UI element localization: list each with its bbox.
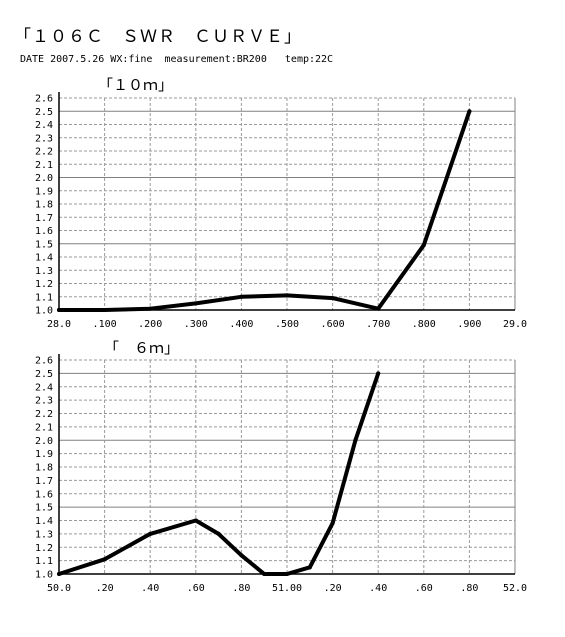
chart-title: 「 ６ｍ」 [104,339,179,357]
data-point [102,308,107,312]
x-tick-label: .300 [184,319,208,330]
y-tick-label: 2.6 [35,94,53,105]
x-tick-label: .60 [187,583,205,594]
y-tick-label: 1.4 [35,253,53,264]
data-point [307,565,312,570]
data-point [330,521,335,526]
y-tick-label: 1.5 [35,239,53,250]
x-tick-label: .400 [229,319,253,330]
measurement-info: DATE 2007.5.26 WX:fine measurement:BR200… [20,54,334,65]
y-tick-label: 2.1 [35,422,53,433]
y-tick-label: 2.2 [35,409,53,420]
chart-6m: 「 ６ｍ」 1.0 1.1 1.2 1.3 1.4 1.5 1.6 1.7 1.8 1.9 2.0 2.… [35,339,527,594]
y-tick-label: 2.0 [35,173,53,184]
x-tick-label: 50.0 [47,583,71,594]
data-point [353,438,358,443]
data-point [262,572,267,576]
data-point [193,301,198,306]
data-point [330,296,335,301]
y-tick-label: 1.0 [35,306,53,317]
x-tick-label: .40 [141,583,159,594]
data-point [285,572,289,576]
y-tick-label: 1.1 [35,556,53,567]
y-tick-label: 2.5 [35,369,53,380]
y-tick-label: 1.0 [35,570,53,581]
x-tick-label: 29.0 [503,319,527,330]
data-point [376,306,381,311]
data-point [102,557,107,562]
x-tick-label: .600 [321,319,345,330]
y-tick-label: 1.9 [35,186,53,197]
y-tick-label: 1.2 [35,543,53,554]
page-title: 「１０６Ｃ ＳＷＲ ＣＵＲＶＥ」 [14,27,302,47]
data-point [421,243,426,248]
x-tick-label: .100 [93,319,117,330]
y-tick-label: 2.0 [35,436,53,447]
y-tick-label: 1.6 [35,489,53,500]
data-point [148,531,153,536]
x-tick-label: .200 [138,319,162,330]
y-tick-label: 1.7 [35,213,53,224]
y-tick-label: 1.7 [35,476,53,487]
chart-10m: 「１０ｍ」 1.0 1.1 1.2 1.3 1.4 1.5 1.6 1.7 1.8 1.9 2.0 2.… [35,76,527,330]
y-tick-label: 2.4 [35,120,53,131]
data-point [239,553,244,558]
y-tick-label: 1.1 [35,292,53,303]
y-tick-label: 1.9 [35,449,53,460]
swr-line [57,109,472,312]
data-point [239,294,244,299]
data-point [57,572,61,576]
x-tick-label: .500 [275,319,299,330]
x-tick-label: .800 [412,319,436,330]
y-tick-label: 2.5 [35,107,53,118]
data-point [57,308,61,312]
x-tick-label: .700 [366,319,390,330]
data-point [193,518,198,523]
y-tick-label: 1.8 [35,200,53,211]
y-tick-label: 1.3 [35,266,53,277]
y-tick-label: 1.8 [35,463,53,474]
data-point [148,306,153,311]
x-tick-label: .20 [96,583,114,594]
x-tick-label: .80 [232,583,250,594]
x-tick-label: .40 [369,583,387,594]
x-tick-label: 51.00 [272,583,302,594]
data-point [216,531,221,536]
y-tick-label: 1.3 [35,529,53,540]
x-tick-label: .60 [415,583,433,594]
y-tick-label: 1.6 [35,226,53,237]
x-tick-label: 52.0 [503,583,527,594]
data-point [376,371,381,376]
y-tick-label: 1.5 [35,503,53,514]
x-tick-label: .80 [460,583,478,594]
data-point [467,109,472,114]
swr-line [57,371,381,576]
x-tick-label: .900 [457,319,481,330]
x-tick-label: .20 [324,583,342,594]
y-tick-label: 1.2 [35,279,53,290]
chart-title: 「１０ｍ」 [98,76,173,94]
y-tick-label: 2.6 [35,356,53,367]
y-tick-label: 2.1 [35,160,53,171]
y-tick-label: 2.3 [35,133,53,144]
data-point [285,293,289,298]
y-tick-label: 2.2 [35,147,53,158]
y-tick-label: 2.3 [35,396,53,407]
y-tick-label: 1.4 [35,516,53,527]
x-tick-label: 28.0 [47,319,71,330]
y-tick-label: 2.4 [35,382,53,393]
